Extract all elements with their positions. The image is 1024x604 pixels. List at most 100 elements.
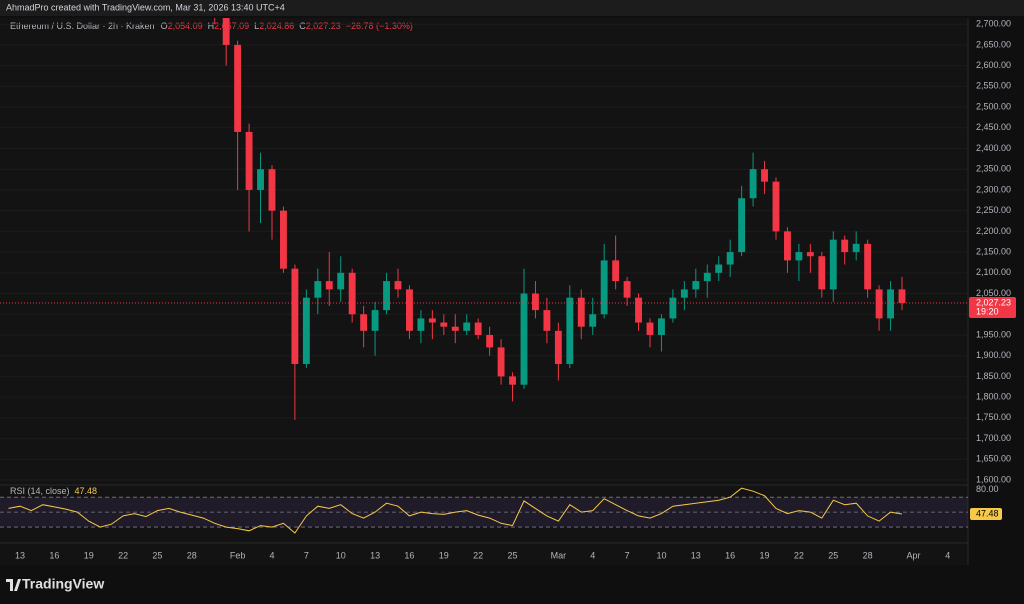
- candle-body: [245, 131, 253, 190]
- plot-background: [0, 18, 968, 565]
- candle-body: [486, 334, 494, 348]
- candle-body: [280, 210, 287, 269]
- ohlc-value: 2,027.23: [306, 21, 341, 31]
- x-tick-label: 25: [152, 550, 162, 560]
- candle-body: [440, 322, 448, 327]
- ohlc-label: C: [299, 21, 306, 31]
- y-tick-label: 2,550.00: [976, 81, 1011, 91]
- last-price-label: 2,027.23: [976, 297, 1011, 307]
- candle-body: [726, 252, 734, 265]
- credit: AhmadPro created with TradingView.com, M…: [6, 2, 285, 12]
- candle-body: [761, 169, 768, 182]
- last-price-badge: [969, 296, 1016, 318]
- candle-body: [532, 293, 539, 311]
- candle-body: [360, 314, 368, 331]
- x-tick-label: 19: [760, 550, 770, 560]
- x-tick-label: 16: [725, 550, 735, 560]
- candle-body: [428, 318, 436, 323]
- candle-body: [898, 289, 906, 303]
- logo-icon: [6, 579, 21, 591]
- candle-body: [692, 281, 700, 290]
- candle-body: [566, 297, 574, 364]
- candle-body: [520, 293, 528, 385]
- y-tick-label: 2,450.00: [976, 122, 1011, 132]
- x-tick-label: 13: [691, 550, 701, 560]
- candle-body: [887, 289, 894, 319]
- y-tick-label: 2,050.00: [976, 288, 1011, 298]
- y-tick-label: 2,500.00: [976, 101, 1011, 111]
- candle-body: [612, 260, 620, 282]
- y-tick-label: 1,800.00: [976, 392, 1011, 402]
- x-tick-label: 13: [15, 550, 25, 560]
- x-tick-label: 7: [304, 550, 309, 560]
- x-tick-label: 16: [404, 550, 414, 560]
- y-tick-label: 2,250.00: [976, 205, 1011, 215]
- rsi-badge: [970, 508, 1002, 521]
- y-tick-label: 2,200.00: [976, 226, 1011, 236]
- candle-body: [234, 44, 242, 132]
- ohlc-label: L: [254, 21, 259, 31]
- x-tick-label: 4: [590, 550, 595, 560]
- ohlc-value: 2,057.09: [214, 21, 249, 31]
- y-tick-label: 1,600.00: [976, 474, 1011, 484]
- ohlc-value: 2,024.86: [259, 21, 294, 31]
- candle-body: [348, 272, 356, 315]
- x-tick-label: 13: [370, 550, 380, 560]
- x-tick-label: 19: [84, 550, 94, 560]
- candle-body: [738, 198, 746, 253]
- ohlc-value: 2,054.09: [168, 21, 203, 31]
- x-tick-label: 28: [863, 550, 873, 560]
- y-tick-label: 2,650.00: [976, 39, 1011, 49]
- y-tick-label: 1,900.00: [976, 350, 1011, 360]
- candle-body: [543, 310, 551, 331]
- candle-body: [623, 281, 631, 298]
- candle-body: [669, 297, 677, 319]
- y-tick-label: 2,700.00: [976, 19, 1011, 29]
- candle-body: [577, 297, 585, 327]
- candle-body: [325, 281, 333, 290]
- y-tick-label: 1,700.00: [976, 433, 1011, 443]
- candle-body: [474, 322, 482, 335]
- x-tick-label: 7: [625, 550, 630, 560]
- candle-body: [829, 239, 837, 290]
- rsi-name: RSI (14, close): [10, 486, 70, 496]
- y-tick-label: 1,650.00: [976, 454, 1011, 464]
- candle-body: [314, 281, 322, 298]
- candle-body: [852, 243, 860, 253]
- x-tick-label: 10: [336, 550, 346, 560]
- x-tick-label: 22: [473, 550, 483, 560]
- change: −26.78 (−1.30%): [346, 21, 413, 31]
- top-bar: [0, 0, 1024, 16]
- candle-body: [497, 347, 505, 377]
- candle-body: [394, 281, 402, 290]
- footer-logo: TradingView: [22, 576, 104, 592]
- x-tick-label: Apr: [906, 550, 920, 560]
- countdown: 19:20: [976, 306, 999, 316]
- x-tick-label: 4: [945, 550, 950, 560]
- y-tick-label: 2,100.00: [976, 267, 1011, 277]
- rsi-line: [8, 487, 903, 534]
- y-tick-label: 2,150.00: [976, 246, 1011, 256]
- candle-body: [772, 181, 780, 232]
- candle-body: [463, 322, 471, 331]
- candle-body: [806, 252, 814, 257]
- candle-body: [589, 314, 597, 327]
- candle-body: [371, 310, 379, 331]
- x-tick-label: 22: [794, 550, 804, 560]
- x-tick-label: 16: [49, 550, 59, 560]
- y-tick-label: 2,300.00: [976, 184, 1011, 194]
- candle-body: [257, 169, 264, 190]
- y-tick-label: 1,950.00: [976, 329, 1011, 339]
- candle-body: [554, 330, 562, 364]
- candle-body: [600, 260, 608, 315]
- candle-body: [383, 281, 390, 311]
- candles: [214, 18, 906, 420]
- x-tick-label: 10: [656, 550, 666, 560]
- candle-body: [337, 272, 345, 290]
- candle-body: [222, 18, 230, 45]
- x-tick-label: 19: [439, 550, 449, 560]
- candle-body: [635, 297, 642, 323]
- candle-body: [841, 239, 849, 253]
- candle-body: [818, 256, 826, 290]
- rsi-badge-label: 47.48: [976, 508, 999, 518]
